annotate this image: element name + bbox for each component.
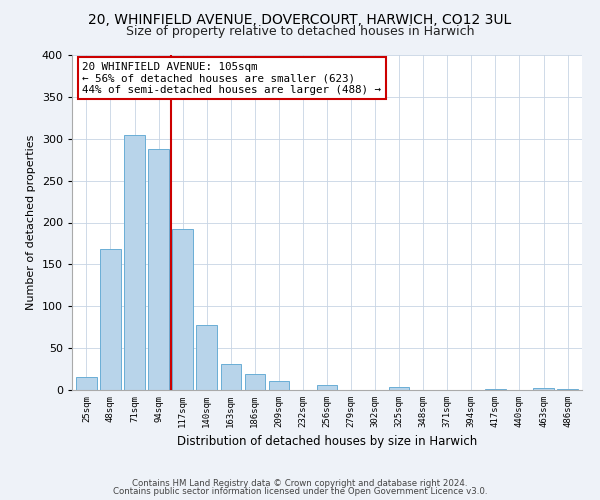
Text: 20 WHINFIELD AVENUE: 105sqm
← 56% of detached houses are smaller (623)
44% of se: 20 WHINFIELD AVENUE: 105sqm ← 56% of det… xyxy=(82,62,381,95)
Bar xyxy=(317,385,337,390)
Bar xyxy=(533,388,554,390)
Y-axis label: Number of detached properties: Number of detached properties xyxy=(26,135,36,310)
Text: 20, WHINFIELD AVENUE, DOVERCOURT, HARWICH, CO12 3UL: 20, WHINFIELD AVENUE, DOVERCOURT, HARWIC… xyxy=(88,12,512,26)
Text: Contains HM Land Registry data © Crown copyright and database right 2024.: Contains HM Land Registry data © Crown c… xyxy=(132,478,468,488)
Bar xyxy=(196,324,217,390)
Bar xyxy=(269,381,289,390)
X-axis label: Distribution of detached houses by size in Harwich: Distribution of detached houses by size … xyxy=(177,436,477,448)
Bar xyxy=(221,364,241,390)
Text: Contains public sector information licensed under the Open Government Licence v3: Contains public sector information licen… xyxy=(113,487,487,496)
Bar xyxy=(76,376,97,390)
Bar xyxy=(485,389,506,390)
Bar xyxy=(557,389,578,390)
Bar xyxy=(172,229,193,390)
Text: Size of property relative to detached houses in Harwich: Size of property relative to detached ho… xyxy=(126,25,474,38)
Bar xyxy=(389,388,409,390)
Bar xyxy=(124,134,145,390)
Bar xyxy=(245,374,265,390)
Bar xyxy=(100,250,121,390)
Bar xyxy=(148,149,169,390)
